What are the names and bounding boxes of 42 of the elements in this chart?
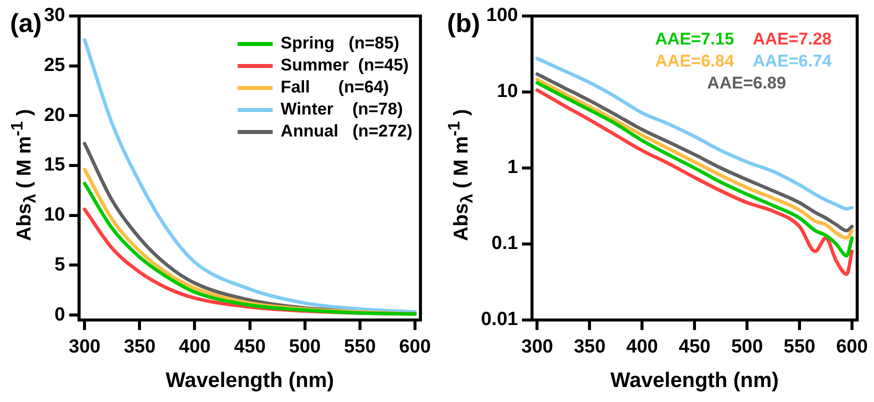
x-tick-label: 400 [626,336,658,358]
x-axis-title: Wavelength (nm) [610,369,779,392]
y-tick-label: 0.1 [492,233,518,254]
annotation: AAE=7.28 [752,30,832,49]
x-axis-title: Wavelength (nm) [166,369,334,392]
annotation: AAE=6.74 [752,52,832,71]
y-tick-label: 0 [54,304,66,326]
x-tick-label: 450 [678,336,710,358]
annotation: AAE=6.84 [655,52,735,71]
y-tick-label: 10 [496,81,518,102]
annotation: AAE=7.15 [655,30,734,49]
y-tick-label: 20 [44,104,66,126]
chart-title: (b) [447,8,480,39]
x-tick-label: 350 [124,336,156,358]
y-tick-label: 5 [54,254,66,276]
x-tick-label: 450 [234,336,266,358]
line-series [535,56,854,211]
y-tick-label: 25 [44,55,66,76]
x-tick-label: 550 [784,336,816,358]
legend-label: Annual (n=272) [280,122,412,141]
x-tick-label: 600 [836,336,868,358]
x-tick-label: 600 [399,336,431,358]
x-tick-label: 400 [178,336,211,358]
legend-label: Fall (n=64) [280,78,389,97]
y-tick-label: 15 [44,154,66,176]
line-series [82,38,417,314]
chart-title: (a) [10,8,42,39]
y-tick-label: 100 [486,5,518,26]
x-tick-label: 550 [344,336,376,358]
x-tick-label: 500 [289,336,321,358]
x-tick-label: 300 [68,336,100,358]
y-tick-label: 0.01 [480,309,518,330]
legend-label: Spring (n=85) [280,34,400,53]
y-tick-label: 1 [507,157,518,178]
y-tick-label: 10 [44,204,66,226]
legend-label: Summer (n=45) [280,56,409,75]
x-tick-label: 500 [731,336,763,358]
legend-label: Winter (n=78) [280,100,403,119]
x-tick-label: 350 [574,336,606,358]
x-tick-label: 300 [521,336,554,358]
y-tick-label: 30 [44,5,66,26]
annotation: AAE=6.89 [707,74,786,93]
